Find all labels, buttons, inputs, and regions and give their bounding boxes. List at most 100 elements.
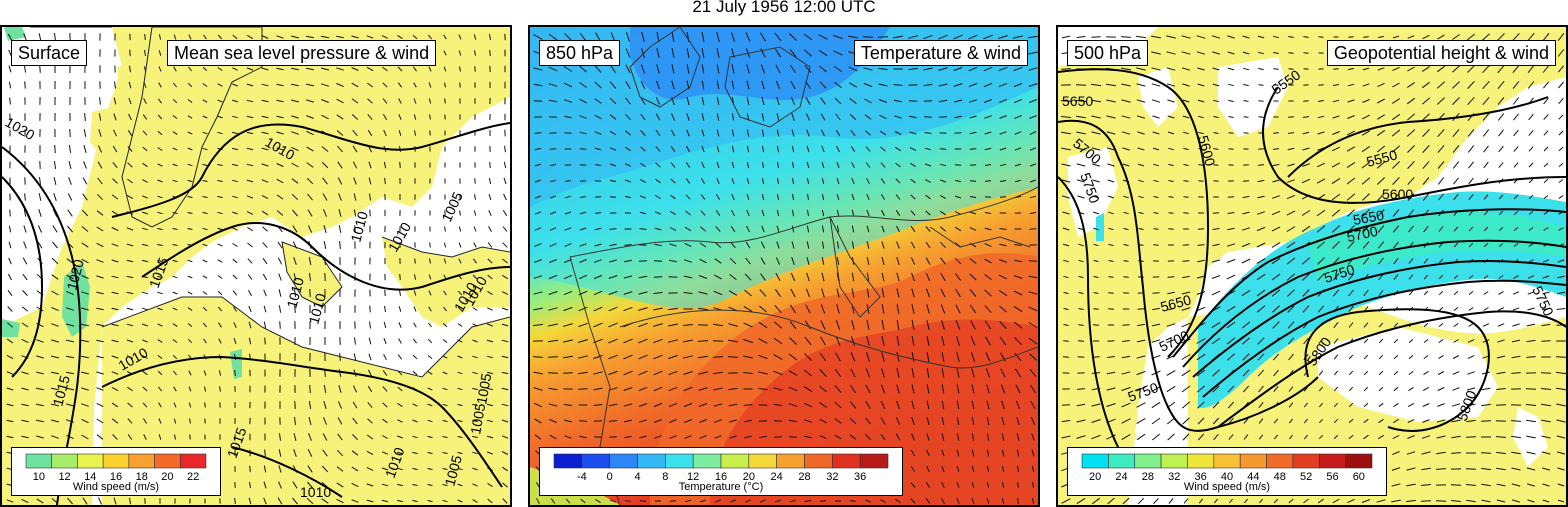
wind-barb (276, 163, 284, 167)
wind-barb (866, 209, 870, 217)
wind-barb (1227, 401, 1235, 409)
wind-barb (352, 145, 358, 153)
wind-barb (1347, 498, 1355, 504)
wind-barb (1526, 419, 1536, 423)
wind-barb (157, 114, 163, 120)
wind-barb (187, 338, 193, 344)
wind-barb (774, 305, 782, 313)
wind-barb (954, 257, 962, 265)
wind-barb (246, 163, 254, 167)
wind-barb (157, 163, 163, 167)
wind-barb (788, 386, 798, 392)
wind-barb (761, 80, 765, 90)
wind-barb (1153, 228, 1159, 230)
wind-barb (1436, 451, 1446, 455)
wind-barb (969, 304, 977, 314)
wind-barb (849, 500, 857, 502)
colorbar-swatch (25, 453, 53, 469)
wind-barb (1271, 257, 1281, 265)
wind-barb (443, 306, 447, 312)
wind-barb (1137, 147, 1145, 151)
wind-barb (835, 129, 841, 137)
wind-barb (321, 99, 329, 103)
wind-barb (716, 129, 720, 137)
wind-barb (187, 228, 193, 230)
wind-barb (998, 66, 1008, 72)
wind-barb (879, 130, 887, 136)
wind-barb (1167, 433, 1175, 441)
wind-barb (624, 244, 632, 246)
wind-barb (293, 433, 297, 441)
wind-barb (292, 481, 298, 489)
field-label: Geopotential height & wind (1326, 40, 1556, 66)
wind-barb (1197, 67, 1205, 71)
wind-barb (1213, 99, 1219, 103)
wind-barb (880, 499, 886, 503)
wind-barb (1061, 163, 1071, 167)
wind-barb (1438, 290, 1444, 296)
wind-barb (548, 99, 558, 103)
wind-barb (1558, 81, 1564, 89)
wind-barb (305, 35, 315, 39)
wind-barb (866, 352, 870, 362)
wind-barb (501, 339, 509, 343)
wind-barb (716, 32, 720, 42)
wind-barb (881, 304, 885, 314)
wind-barb (1332, 115, 1340, 119)
wind-barb (126, 243, 134, 247)
wind-barb (1362, 193, 1370, 201)
wind-barb (427, 499, 433, 503)
wind-barb (1000, 352, 1006, 362)
wind-barb (126, 275, 134, 279)
wind-barb (879, 99, 887, 103)
wind-barb (1031, 465, 1035, 473)
wind-barb (698, 307, 708, 311)
wind-barb (1061, 435, 1071, 439)
wind-barb (684, 226, 692, 232)
wind-barb (685, 210, 691, 216)
wind-barb (1406, 97, 1416, 105)
wind-barb (261, 67, 269, 71)
wind-barb (623, 291, 633, 295)
wind-barb (472, 451, 478, 455)
colorbar-swatch (102, 453, 130, 469)
wind-barb (141, 291, 149, 295)
wind-barb (984, 99, 992, 103)
wind-barb (1513, 243, 1519, 247)
wind-barb (276, 194, 284, 200)
wind-barb (640, 97, 646, 105)
wind-barb (1287, 305, 1295, 313)
wind-barb (638, 386, 648, 392)
wind-barb (896, 241, 900, 249)
wind-barb (1030, 384, 1036, 394)
wind-barb (457, 371, 463, 375)
wind-barb (683, 386, 693, 392)
isobar-label: 1005 (441, 453, 465, 487)
wind-barb (1001, 400, 1005, 410)
wind-barb (351, 482, 359, 488)
wind-barb (366, 434, 374, 440)
wind-barb (187, 82, 193, 88)
wind-barb (1136, 115, 1146, 119)
wind-barb (1528, 162, 1534, 168)
wind-barb (81, 418, 89, 424)
wind-barb (1302, 163, 1310, 167)
wind-barb (217, 67, 223, 71)
wind-barb (1318, 386, 1324, 392)
wind-barb (353, 193, 357, 201)
wind-barb (442, 387, 448, 391)
wind-barb (761, 129, 765, 137)
wind-barb (653, 338, 663, 344)
wind-barb (1302, 289, 1310, 297)
wind-barb (1136, 83, 1146, 87)
wind-barb (686, 129, 690, 137)
wind-barb (189, 418, 191, 424)
wind-barb (863, 82, 873, 88)
wind-barb (412, 467, 418, 471)
wind-barb (971, 384, 975, 394)
wind-barb (866, 178, 870, 184)
wind-barb (338, 385, 342, 393)
wind-barb (1318, 370, 1324, 376)
wind-barb (413, 306, 417, 312)
wind-barb (697, 340, 709, 342)
